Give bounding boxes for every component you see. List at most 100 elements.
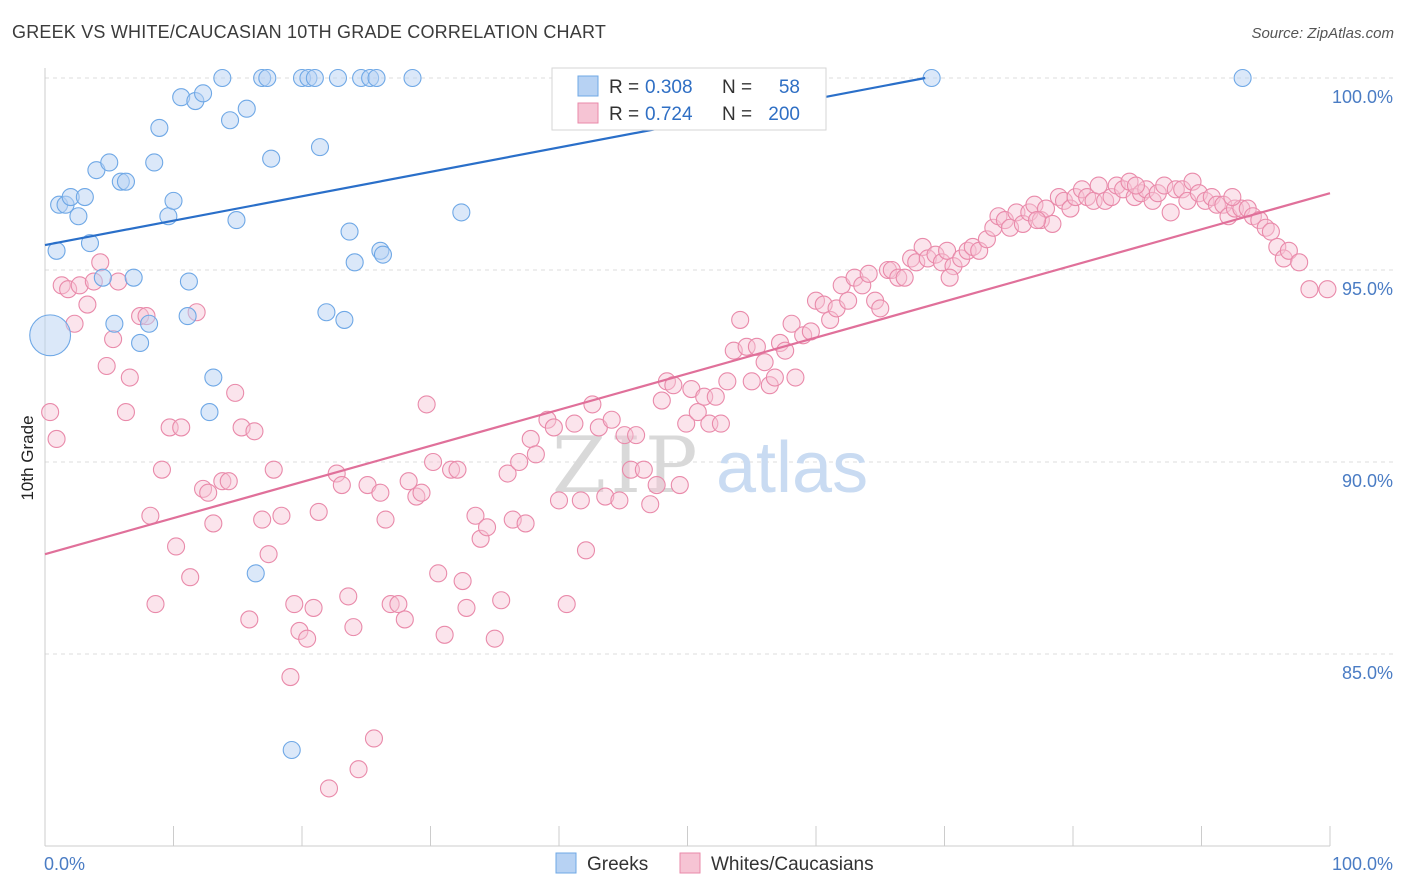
data-point-greek xyxy=(340,222,359,241)
data-point-white xyxy=(895,268,914,287)
data-point-white xyxy=(853,276,872,295)
data-point-white xyxy=(120,368,139,387)
data-point-white xyxy=(821,310,840,329)
data-point-white xyxy=(78,295,97,314)
data-point-greek xyxy=(328,68,348,88)
legend-n-value-whites: 200 xyxy=(768,104,800,125)
data-point-greek xyxy=(227,211,246,230)
data-point-white xyxy=(907,253,926,272)
data-point-white xyxy=(442,460,461,479)
data-point-greek xyxy=(145,153,164,172)
axes xyxy=(44,68,1331,847)
data-point-white xyxy=(219,472,238,491)
data-point-white xyxy=(1148,184,1167,203)
watermark: ZIP atlas xyxy=(552,421,868,511)
data-point-white xyxy=(47,429,66,449)
y-tick-label: 85.0% xyxy=(1342,663,1393,683)
legend-n-value-greeks: 58 xyxy=(779,77,800,98)
data-point-white xyxy=(389,595,408,614)
data-point-greek xyxy=(164,191,183,210)
data-point-greek xyxy=(403,68,422,88)
data-point-white xyxy=(1013,214,1032,233)
data-point-white xyxy=(782,314,801,333)
data-point-white xyxy=(647,475,666,495)
data-point-white xyxy=(1166,180,1185,199)
data-point-white xyxy=(755,353,774,372)
data-point-white xyxy=(245,422,264,441)
data-point-greek xyxy=(100,153,119,172)
data-point-white xyxy=(688,403,707,422)
data-point-white xyxy=(621,460,641,479)
data-point-white xyxy=(952,249,971,268)
data-point-white xyxy=(477,518,497,537)
y-tick-label: 90.0% xyxy=(1342,471,1393,491)
data-point-white xyxy=(516,514,535,533)
data-point-greek xyxy=(310,138,330,157)
data-point-white xyxy=(59,280,78,299)
tick-labels: 100.0% 95.0% 90.0% 85.0% 0.0% 100.0% xyxy=(44,87,1393,874)
trend-line-whites xyxy=(44,192,1331,556)
data-point-greek xyxy=(282,740,301,760)
data-point-greek xyxy=(194,84,213,103)
legend-n-label-greeks: N = xyxy=(722,77,752,98)
data-point-greek xyxy=(335,310,354,329)
data-point-greek xyxy=(1233,68,1252,88)
legend-swatch-whites xyxy=(577,102,599,124)
data-point-white xyxy=(977,230,996,249)
data-point-white xyxy=(272,506,291,525)
data-point-white xyxy=(737,337,756,356)
grid-lines xyxy=(45,77,1395,655)
data-point-white xyxy=(226,383,245,402)
data-point-white xyxy=(1137,180,1156,199)
data-point-white xyxy=(281,667,300,687)
data-point-white xyxy=(290,621,309,641)
data-point-white xyxy=(349,760,368,779)
data-point-white xyxy=(376,510,395,529)
data-point-white xyxy=(544,418,563,437)
data-point-white xyxy=(417,395,436,414)
data-point-greek xyxy=(131,333,150,353)
y-tick-label: 100.0% xyxy=(1332,87,1393,107)
data-point-white xyxy=(309,502,328,521)
data-point-white xyxy=(510,452,529,472)
data-point-white xyxy=(492,591,511,610)
data-point-white xyxy=(1207,195,1226,214)
data-point-white xyxy=(557,595,576,614)
data-point-greek xyxy=(317,303,336,322)
data-point-greek xyxy=(345,253,364,272)
data-point-greek xyxy=(178,307,197,326)
data-point-greek xyxy=(105,314,124,333)
data-point-white xyxy=(786,368,805,387)
data-point-white xyxy=(944,257,963,276)
watermark-atlas: atlas xyxy=(716,428,868,508)
data-point-white xyxy=(339,587,358,606)
chart-source: Source: ZipAtlas.com xyxy=(1251,25,1394,42)
data-point-white xyxy=(264,460,283,479)
data-point-white xyxy=(41,403,60,422)
data-point-white xyxy=(1054,191,1074,210)
data-point-white xyxy=(435,625,454,644)
data-point-greek xyxy=(75,187,94,207)
data-point-white xyxy=(1225,199,1244,218)
data-point-white xyxy=(889,268,908,287)
data-point-white xyxy=(213,472,232,491)
data-point-white xyxy=(652,391,671,410)
data-point-white xyxy=(457,598,476,617)
data-point-white xyxy=(940,268,959,287)
data-point-white xyxy=(91,253,110,272)
data-point-white xyxy=(395,610,414,629)
data-point-white xyxy=(167,537,186,556)
data-point-white xyxy=(259,545,278,564)
data-point-white xyxy=(711,414,730,433)
data-point-white xyxy=(1031,211,1050,230)
data-point-white xyxy=(172,418,191,437)
data-point-white xyxy=(429,564,448,583)
data-point-white xyxy=(1223,187,1242,207)
data-point-greek xyxy=(220,111,240,130)
data-point-white xyxy=(381,595,400,614)
data-point-white xyxy=(1250,211,1269,230)
bottom-legend: Greeks Whites/Caucasians xyxy=(555,852,874,875)
data-point-white xyxy=(926,245,945,264)
data-point-white xyxy=(298,629,317,648)
